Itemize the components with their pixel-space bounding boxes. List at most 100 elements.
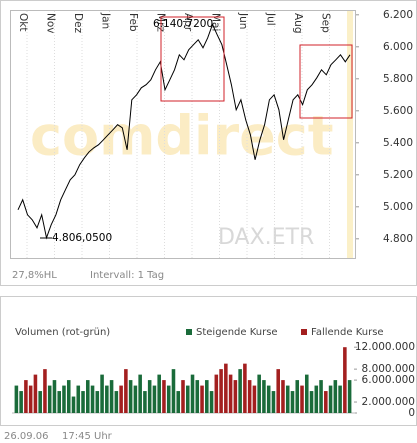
volume-bar <box>214 374 219 413</box>
price-line <box>17 23 351 240</box>
volume-bar <box>176 391 181 413</box>
x-tick-label: Jun <box>237 12 249 29</box>
legend-label: Fallende Kurse <box>311 327 384 338</box>
volume-bar <box>219 369 223 413</box>
annotation: 4.806,0500 <box>52 232 112 244</box>
note: 27,8%HL <box>12 270 57 281</box>
volume-bar <box>290 391 295 413</box>
volume-bar <box>304 374 309 413</box>
volume-bar <box>124 369 128 413</box>
y-tick-label: 4.800 <box>383 233 413 245</box>
volume-bar <box>52 380 57 413</box>
y-tick-label: 6.000.000 <box>362 374 415 386</box>
volume-bar <box>171 369 176 413</box>
legend-label: Steigende Kurse <box>196 327 278 338</box>
y-tick-label: 6.200 <box>383 9 413 21</box>
volume-bar <box>324 391 328 413</box>
y-tick-label: 2.000.000 <box>362 396 415 408</box>
volume-bar <box>147 380 152 413</box>
x-tick-label: Feb <box>127 13 139 32</box>
volume-bar <box>233 380 238 413</box>
volume-bar <box>57 391 62 413</box>
y-tick-label: 8.000.000 <box>362 363 415 375</box>
y-tick-label: 6.000 <box>383 41 413 53</box>
volume-bar <box>181 380 185 413</box>
volume-bar <box>205 380 209 413</box>
y-tick-label: 5.000 <box>383 201 413 213</box>
x-tick-label: Aug <box>292 13 304 34</box>
volume-bar <box>328 385 333 413</box>
volume-bar <box>300 385 304 413</box>
volume-bar <box>238 369 242 413</box>
volume-bar <box>33 374 38 413</box>
volume-bar <box>71 396 76 413</box>
watermark: comdirect <box>30 105 334 168</box>
volume-bar <box>262 380 266 413</box>
y-tick-label: 12.000.000 <box>355 341 415 353</box>
volume-bar <box>295 380 300 413</box>
footer-time: 17:45 Uhr <box>62 431 113 442</box>
volume-bar <box>143 391 147 413</box>
volume-bar <box>90 385 95 413</box>
highlight-box <box>299 44 353 119</box>
y-tick-label: 5.400 <box>383 137 413 149</box>
x-tick-label: Apr <box>182 13 194 32</box>
legend-swatch <box>301 329 307 335</box>
volume-bar <box>66 380 71 413</box>
volume-bar <box>252 385 257 413</box>
volume-bar <box>47 385 52 413</box>
y-tick-label: 0 <box>408 407 415 419</box>
volume-bar <box>276 369 280 413</box>
volume-bar <box>114 391 119 413</box>
volume-bar <box>43 369 47 413</box>
y-tick-label: 5.200 <box>383 169 413 181</box>
volume-bar <box>14 385 19 413</box>
volume-bar <box>271 391 276 413</box>
y-tick-label: 5.600 <box>383 105 413 117</box>
volume-bar <box>195 380 200 413</box>
volume-bar <box>209 391 214 413</box>
volume-bar <box>38 391 42 413</box>
volume-bar <box>281 380 285 413</box>
x-tick-label: Nov <box>45 13 57 34</box>
volume-bar <box>190 374 195 413</box>
volume-bar <box>95 391 100 413</box>
volume-bar <box>200 385 204 413</box>
volume-bar <box>338 385 342 413</box>
volume-bar <box>152 385 157 413</box>
volume-bar <box>24 380 28 413</box>
volume-bar <box>109 380 114 413</box>
y-tick-label: 5.800 <box>383 73 413 85</box>
x-tick-label: Sep <box>320 13 332 33</box>
volume-bar <box>105 385 109 413</box>
volume-bar <box>343 347 347 413</box>
volume-bar <box>100 374 104 413</box>
volume-bar <box>185 385 190 413</box>
highlight-band <box>347 10 353 258</box>
volume-bar <box>76 385 81 413</box>
volume-bar <box>119 385 123 413</box>
volume-bar <box>319 380 323 413</box>
volume-bar <box>333 380 338 413</box>
legend-swatch <box>186 329 192 335</box>
x-tick-label: Jan <box>100 12 112 29</box>
volume-bar <box>309 391 314 413</box>
volume-bar <box>133 385 138 413</box>
symbol: DAX.ETR <box>218 225 314 250</box>
volume-bar <box>228 374 233 413</box>
volume-bar <box>157 374 161 413</box>
volume-bar <box>243 363 247 413</box>
volume-bar <box>81 391 85 413</box>
chart-title: Volumen (rot-grün) <box>15 327 110 338</box>
volume-bar <box>19 391 23 413</box>
footer-date: 26.09.06 <box>4 431 49 442</box>
plot-frame <box>10 10 356 259</box>
volume-bar <box>224 363 228 413</box>
volume-bar <box>62 385 66 413</box>
volume-bar <box>285 385 290 413</box>
note: Intervall: 1 Tag <box>90 270 164 281</box>
x-tick-label: Okt <box>17 13 29 31</box>
volume-bar <box>257 374 261 413</box>
x-tick-label: Jul <box>265 12 277 26</box>
